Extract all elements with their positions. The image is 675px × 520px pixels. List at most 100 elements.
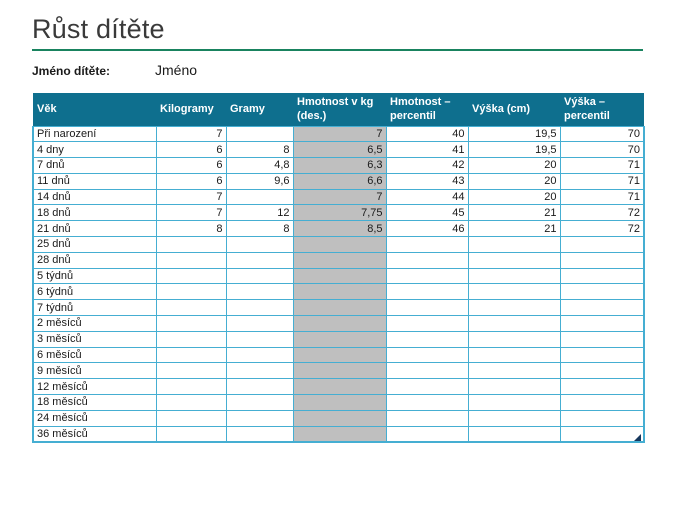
cell-vyska-percentil-row7[interactable]: 72	[559, 220, 645, 238]
cell-hmotnost-kg-des-row19[interactable]	[292, 409, 387, 427]
column-header-hmotnost-kg-des[interactable]: Hmotnost v kg (des.)	[293, 93, 386, 127]
cell-gramy-row1[interactable]	[225, 125, 294, 143]
cell-vyska-cm-row14[interactable]	[467, 330, 561, 348]
cell-vyska-cm-row8[interactable]	[467, 236, 561, 253]
cell-vyska-cm-row10[interactable]	[467, 267, 561, 285]
cell-hmotnost-percentil-row10[interactable]	[385, 267, 469, 285]
cell-hmotnost-kg-des-row15[interactable]	[292, 346, 387, 364]
cell-vyska-percentil-row17[interactable]	[559, 378, 645, 396]
cell-hmotnost-kg-des-row13[interactable]	[292, 315, 387, 332]
cell-hmotnost-kg-des-row7[interactable]: 8,5	[292, 220, 387, 238]
cell-vyska-cm-row6[interactable]: 21	[467, 204, 561, 222]
cell-vyska-percentil-row20[interactable]	[559, 425, 645, 443]
cell-kilogramy-row16[interactable]	[155, 362, 227, 380]
cell-vek-row17[interactable]: 12 měsíců	[32, 378, 157, 396]
cell-kilogramy-row14[interactable]	[155, 330, 227, 348]
cell-vyska-cm-row5[interactable]: 20	[467, 188, 561, 206]
cell-vyska-cm-row20[interactable]	[467, 425, 561, 443]
cell-hmotnost-percentil-row12[interactable]	[385, 299, 469, 317]
column-header-hmotnost-percentil[interactable]: Hmotnost – percentil	[386, 93, 468, 127]
cell-gramy-row20[interactable]	[225, 425, 294, 443]
cell-hmotnost-kg-des-row9[interactable]	[292, 251, 387, 269]
cell-vyska-cm-row1[interactable]: 19,5	[467, 125, 561, 143]
cell-hmotnost-percentil-row5[interactable]: 44	[385, 188, 469, 206]
cell-hmotnost-kg-des-row11[interactable]	[292, 283, 387, 301]
cell-kilogramy-row19[interactable]	[155, 409, 227, 427]
cell-hmotnost-kg-des-row2[interactable]: 6,5	[292, 141, 387, 159]
cell-kilogramy-row11[interactable]	[155, 283, 227, 301]
cell-vek-row9[interactable]: 28 dnů	[32, 251, 157, 269]
cell-vyska-percentil-row5[interactable]: 71	[559, 188, 645, 206]
column-header-vek[interactable]: Věk	[33, 93, 156, 127]
cell-gramy-row9[interactable]	[225, 251, 294, 269]
cell-vyska-percentil-row12[interactable]	[559, 299, 645, 317]
cell-gramy-row5[interactable]	[225, 188, 294, 206]
cell-vek-row1[interactable]: Při narození	[32, 125, 157, 143]
cell-gramy-row13[interactable]	[225, 315, 294, 332]
cell-vek-row14[interactable]: 3 měsíců	[32, 330, 157, 348]
cell-hmotnost-kg-des-row10[interactable]	[292, 267, 387, 285]
cell-vek-row11[interactable]: 6 týdnů	[32, 283, 157, 301]
cell-gramy-row14[interactable]	[225, 330, 294, 348]
cell-vyska-cm-row15[interactable]	[467, 346, 561, 364]
cell-gramy-row7[interactable]: 8	[225, 220, 294, 238]
cell-vyska-percentil-row15[interactable]	[559, 346, 645, 364]
cell-kilogramy-row15[interactable]	[155, 346, 227, 364]
cell-vyska-percentil-row4[interactable]: 71	[559, 172, 645, 190]
cell-vek-row10[interactable]: 5 týdnů	[32, 267, 157, 285]
cell-kilogramy-row7[interactable]: 8	[155, 220, 227, 238]
cell-vyska-percentil-row11[interactable]	[559, 283, 645, 301]
column-header-kilogramy[interactable]: Kilogramy	[156, 93, 226, 127]
cell-kilogramy-row13[interactable]	[155, 315, 227, 332]
cell-vyska-percentil-row6[interactable]: 72	[559, 204, 645, 222]
cell-hmotnost-kg-des-row1[interactable]: 7	[292, 125, 387, 143]
cell-vyska-cm-row19[interactable]	[467, 409, 561, 427]
cell-hmotnost-kg-des-row3[interactable]: 6,3	[292, 157, 387, 174]
cell-vyska-cm-row7[interactable]: 21	[467, 220, 561, 238]
cell-gramy-row15[interactable]	[225, 346, 294, 364]
column-header-vyska-cm[interactable]: Výška (cm)	[468, 93, 560, 127]
cell-vek-row6[interactable]: 18 dnů	[32, 204, 157, 222]
cell-vek-row20[interactable]: 36 měsíců	[32, 425, 157, 443]
cell-kilogramy-row8[interactable]	[155, 236, 227, 253]
cell-hmotnost-kg-des-row5[interactable]: 7	[292, 188, 387, 206]
cell-hmotnost-percentil-row4[interactable]: 43	[385, 172, 469, 190]
cell-gramy-row19[interactable]	[225, 409, 294, 427]
cell-hmotnost-percentil-row14[interactable]	[385, 330, 469, 348]
cell-kilogramy-row12[interactable]	[155, 299, 227, 317]
cell-hmotnost-kg-des-row8[interactable]	[292, 236, 387, 253]
cell-hmotnost-percentil-row8[interactable]	[385, 236, 469, 253]
cell-hmotnost-percentil-row16[interactable]	[385, 362, 469, 380]
cell-kilogramy-row5[interactable]: 7	[155, 188, 227, 206]
cell-vek-row3[interactable]: 7 dnů	[32, 157, 157, 174]
column-header-gramy[interactable]: Gramy	[226, 93, 293, 127]
cell-vyska-percentil-row18[interactable]	[559, 394, 645, 411]
cell-kilogramy-row3[interactable]: 6	[155, 157, 227, 174]
cell-vyska-percentil-row8[interactable]	[559, 236, 645, 253]
cell-vek-row2[interactable]: 4 dny	[32, 141, 157, 159]
cell-hmotnost-percentil-row20[interactable]	[385, 425, 469, 443]
cell-gramy-row2[interactable]: 8	[225, 141, 294, 159]
cell-vyska-cm-row9[interactable]	[467, 251, 561, 269]
cell-hmotnost-percentil-row11[interactable]	[385, 283, 469, 301]
cell-vyska-cm-row11[interactable]	[467, 283, 561, 301]
cell-hmotnost-kg-des-row20[interactable]	[292, 425, 387, 443]
cell-gramy-row4[interactable]: 9,6	[225, 172, 294, 190]
cell-vek-row18[interactable]: 18 měsíců	[32, 394, 157, 411]
cell-vyska-percentil-row16[interactable]	[559, 362, 645, 380]
cell-vyska-percentil-row10[interactable]	[559, 267, 645, 285]
cell-vyska-cm-row17[interactable]	[467, 378, 561, 396]
cell-hmotnost-kg-des-row12[interactable]	[292, 299, 387, 317]
cell-vyska-percentil-row19[interactable]	[559, 409, 645, 427]
cell-hmotnost-kg-des-row17[interactable]	[292, 378, 387, 396]
cell-vyska-cm-row18[interactable]	[467, 394, 561, 411]
cell-gramy-row18[interactable]	[225, 394, 294, 411]
cell-hmotnost-kg-des-row16[interactable]	[292, 362, 387, 380]
cell-vyska-cm-row2[interactable]: 19,5	[467, 141, 561, 159]
cell-vyska-cm-row4[interactable]: 20	[467, 172, 561, 190]
cell-hmotnost-percentil-row3[interactable]: 42	[385, 157, 469, 174]
cell-vek-row7[interactable]: 21 dnů	[32, 220, 157, 238]
cell-kilogramy-row17[interactable]	[155, 378, 227, 396]
cell-vek-row5[interactable]: 14 dnů	[32, 188, 157, 206]
cell-kilogramy-row1[interactable]: 7	[155, 125, 227, 143]
